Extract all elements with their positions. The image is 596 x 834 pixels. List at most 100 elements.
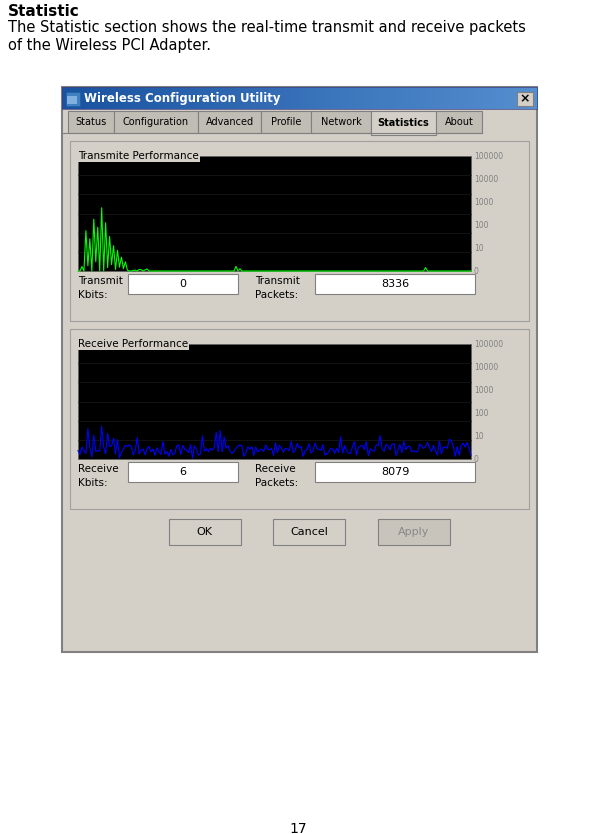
Bar — [323, 87, 332, 109]
Text: 100: 100 — [474, 220, 489, 229]
Text: Wireless Configuration Utility: Wireless Configuration Utility — [84, 92, 281, 104]
Text: OK: OK — [197, 527, 213, 537]
Bar — [261, 111, 311, 133]
Bar — [236, 87, 245, 109]
Text: Transmit: Transmit — [78, 276, 123, 286]
Bar — [94, 87, 103, 109]
Bar — [125, 87, 134, 109]
Bar — [308, 87, 316, 109]
Text: 100: 100 — [474, 409, 489, 418]
Bar — [474, 87, 483, 109]
Bar — [66, 92, 80, 106]
Bar — [436, 111, 482, 133]
Bar — [363, 87, 372, 109]
Bar — [165, 87, 174, 109]
Bar — [410, 87, 419, 109]
Bar — [482, 87, 491, 109]
Text: Cancel: Cancel — [290, 527, 328, 537]
Bar — [68, 111, 114, 133]
Bar — [268, 87, 277, 109]
Text: 8079: 8079 — [381, 467, 409, 477]
Text: Profile: Profile — [271, 117, 301, 127]
Bar — [395, 87, 403, 109]
Bar — [371, 111, 436, 135]
Bar — [181, 87, 190, 109]
Bar — [197, 87, 206, 109]
Text: ×: × — [520, 93, 530, 105]
Text: 0: 0 — [474, 455, 479, 464]
Bar — [339, 87, 348, 109]
Bar — [402, 87, 411, 109]
Bar — [276, 87, 285, 109]
Text: Statistic: Statistic — [8, 4, 80, 19]
Bar — [284, 87, 293, 109]
Bar — [498, 87, 507, 109]
Bar — [273, 519, 345, 545]
Bar — [70, 141, 529, 321]
Bar — [157, 87, 166, 109]
Text: Receive: Receive — [78, 464, 119, 474]
Text: Statistics: Statistics — [378, 118, 429, 128]
Text: Kbits:: Kbits: — [78, 478, 108, 488]
Bar — [315, 87, 324, 109]
Text: Configuration: Configuration — [123, 117, 189, 127]
Text: Apply: Apply — [398, 527, 429, 537]
Bar — [291, 87, 300, 109]
Bar — [489, 87, 498, 109]
Bar — [442, 87, 451, 109]
Bar — [221, 87, 229, 109]
Text: of the Wireless PCI Adapter.: of the Wireless PCI Adapter. — [8, 38, 211, 53]
Bar — [128, 462, 238, 482]
Bar — [78, 87, 87, 109]
Bar — [67, 96, 77, 104]
Text: 10000: 10000 — [474, 174, 498, 183]
Bar — [62, 87, 537, 652]
Bar — [70, 329, 529, 509]
Text: 100000: 100000 — [474, 339, 503, 349]
Text: 17: 17 — [289, 822, 307, 834]
Text: Network: Network — [321, 117, 361, 127]
Bar — [78, 156, 471, 271]
Bar — [149, 87, 158, 109]
Bar — [198, 111, 261, 133]
Bar — [62, 87, 537, 109]
Bar — [315, 462, 475, 482]
Text: Receive: Receive — [255, 464, 296, 474]
Bar — [311, 111, 371, 133]
Bar — [426, 87, 435, 109]
Text: About: About — [445, 117, 473, 127]
Bar — [212, 87, 221, 109]
Bar — [252, 87, 261, 109]
Bar — [228, 87, 237, 109]
Bar — [418, 87, 427, 109]
Bar — [513, 87, 522, 109]
Text: Transmit: Transmit — [255, 276, 300, 286]
Bar — [505, 87, 514, 109]
Bar — [371, 87, 380, 109]
Bar — [78, 344, 471, 459]
Text: 0: 0 — [179, 279, 187, 289]
Bar — [331, 87, 340, 109]
Bar — [169, 519, 241, 545]
Bar — [521, 87, 530, 109]
Text: Advanced: Advanced — [206, 117, 253, 127]
Bar — [141, 87, 150, 109]
Bar — [315, 274, 475, 294]
Bar — [62, 87, 71, 109]
Text: Packets:: Packets: — [255, 290, 298, 300]
Bar — [377, 519, 449, 545]
Bar — [458, 87, 467, 109]
Bar — [134, 87, 142, 109]
Bar — [204, 87, 213, 109]
Bar — [378, 87, 387, 109]
Text: 0: 0 — [474, 267, 479, 275]
Bar — [128, 274, 238, 294]
Bar — [450, 87, 459, 109]
Text: 10: 10 — [474, 431, 483, 440]
Bar — [173, 87, 182, 109]
Text: 6: 6 — [179, 467, 187, 477]
Bar — [86, 87, 95, 109]
Bar — [117, 87, 126, 109]
Bar — [355, 87, 364, 109]
Bar — [189, 87, 198, 109]
